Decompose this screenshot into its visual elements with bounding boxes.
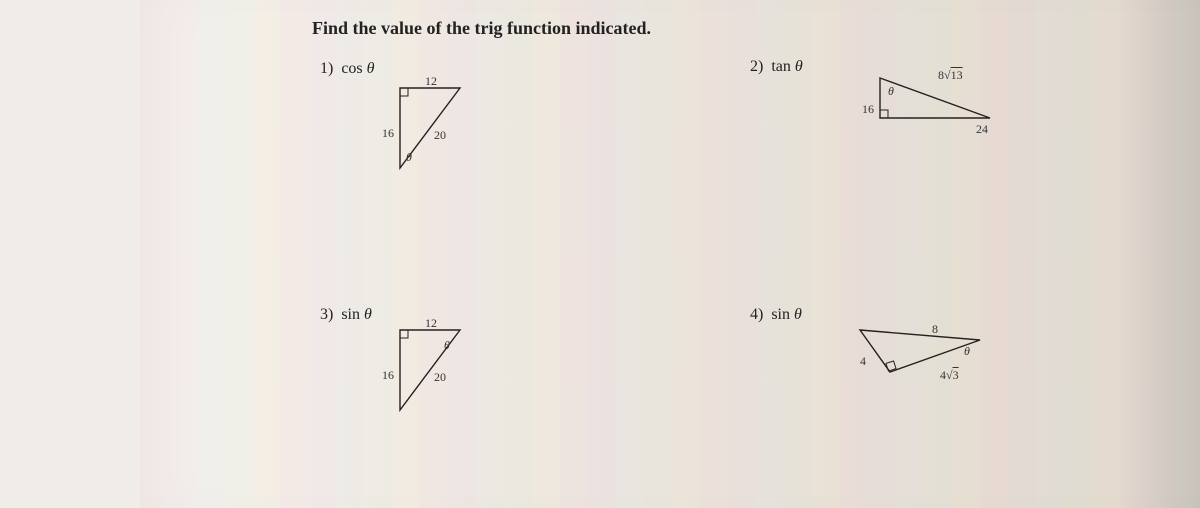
- problem-1-func: cos: [341, 60, 362, 77]
- problem-4-side-bottom: 4√3: [940, 368, 959, 383]
- worksheet-page: Find the value of the trig function indi…: [140, 0, 1200, 508]
- problem-1-angle-theta: θ: [406, 150, 412, 165]
- problem-3-side-left: 16: [382, 368, 394, 383]
- problem-4-theta: θ: [794, 306, 802, 323]
- problem-4-angle-theta: θ: [964, 344, 970, 359]
- problem-2-side-hyp: 8√13: [938, 68, 963, 83]
- problem-2-theta: θ: [795, 58, 803, 75]
- problem-2-triangle: [880, 78, 1010, 138]
- problem-1-side-left: 16: [382, 126, 394, 141]
- problem-3-figure: 12 16 20 θ: [400, 330, 480, 435]
- problem-3-angle-theta: θ: [444, 338, 450, 353]
- problem-2-side-bottom: 24: [976, 122, 988, 137]
- problem-2-func: tan: [771, 58, 791, 75]
- problem-4-func: sin: [771, 306, 790, 323]
- problem-2-figure: 8√13 16 24 θ: [880, 78, 1010, 143]
- problem-3-label: 3) sin θ: [320, 306, 372, 324]
- instructions-text: Find the value of the trig function indi…: [312, 18, 651, 39]
- problem-2-angle-theta: θ: [888, 84, 894, 99]
- problem-4-side-top: 8: [932, 322, 938, 337]
- problem-2-side-left: 16: [862, 102, 874, 117]
- problem-3-side-top: 12: [425, 316, 437, 331]
- problem-1-figure: 12 16 20 θ: [400, 88, 480, 193]
- problem-4-side-left: 4: [860, 354, 866, 369]
- problem-4-label: 4) sin θ: [750, 306, 802, 324]
- problem-1-label: 1) cos θ: [320, 60, 375, 78]
- photo-sheen: [140, 0, 1200, 508]
- problem-2-number: 2): [750, 58, 763, 75]
- problem-2-hyp-rad: 13: [951, 68, 963, 82]
- problem-3-theta: θ: [364, 306, 372, 323]
- problem-3-side-hyp: 20: [434, 370, 446, 385]
- problem-1-theta: θ: [367, 60, 375, 77]
- problem-1-number: 1): [320, 60, 333, 77]
- problem-4-triangle: [860, 330, 1010, 390]
- problem-1-side-top: 12: [425, 74, 437, 89]
- problem-3-func: sin: [341, 306, 360, 323]
- problem-4-bottom-rad: 3: [953, 368, 959, 382]
- problem-1-side-hyp: 20: [434, 128, 446, 143]
- problem-4-number: 4): [750, 306, 763, 323]
- page-edge-shadow: [1120, 0, 1200, 508]
- problem-3-number: 3): [320, 306, 333, 323]
- problem-4-figure: 8 4 4√3 θ: [860, 330, 1010, 395]
- problem-2-label: 2) tan θ: [750, 58, 803, 76]
